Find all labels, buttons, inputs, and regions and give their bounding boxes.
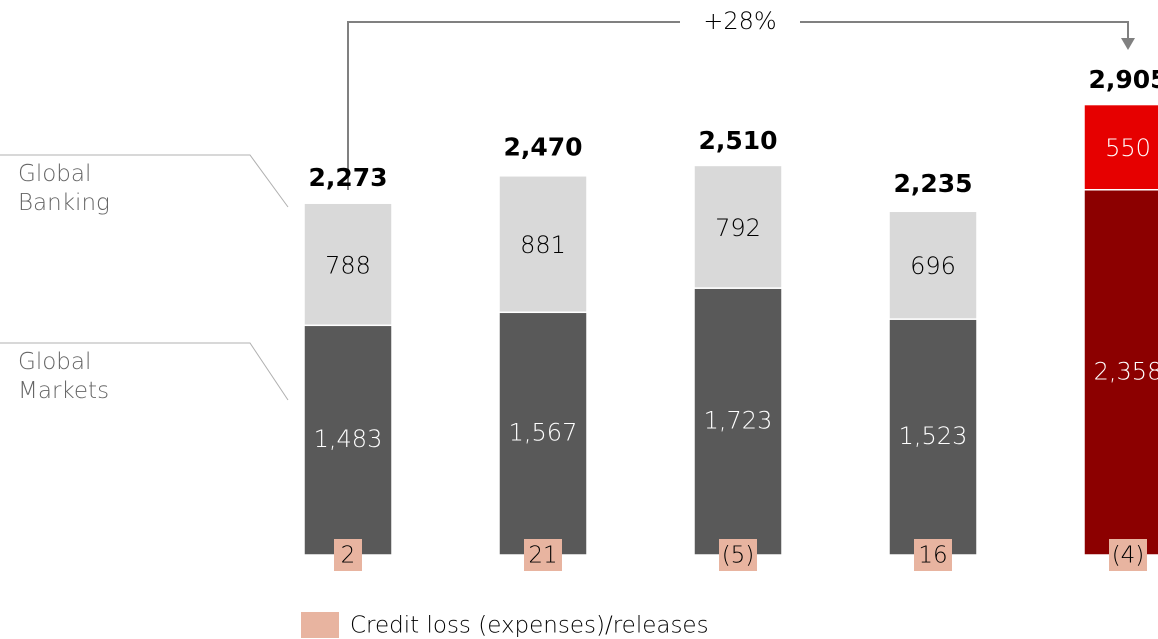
credit-loss-box xyxy=(334,539,362,571)
segment-label: 792 xyxy=(715,214,761,242)
credit-loss-box xyxy=(524,539,562,571)
banking-label: Global Banking xyxy=(18,161,110,216)
legend-label: Credit loss (expenses)/releases xyxy=(350,613,709,639)
bar-segment xyxy=(303,324,393,556)
segment-label: 1,523 xyxy=(899,422,968,450)
bracket-arrow xyxy=(1121,38,1135,50)
credit-loss-label: 21 xyxy=(528,543,557,569)
segment-label: 788 xyxy=(325,251,371,279)
credit-loss-label: (5) xyxy=(722,543,755,569)
bar-segment xyxy=(1083,103,1158,191)
bracket-left xyxy=(347,21,680,190)
segment-label: 881 xyxy=(520,231,566,259)
credit-loss-label: 2 xyxy=(341,543,356,569)
total-label: 2,470 xyxy=(503,132,582,161)
total-label: 2,510 xyxy=(698,126,777,155)
bar-segment xyxy=(693,164,783,289)
segment-label: 1,567 xyxy=(509,419,578,447)
total-label: 2,905 xyxy=(1088,65,1158,94)
bar-segment xyxy=(303,202,393,327)
credit-loss-label: (4) xyxy=(1112,543,1145,569)
segment-label: 696 xyxy=(910,252,956,280)
credit-loss-label: 16 xyxy=(918,543,947,569)
total-label: 2,235 xyxy=(893,169,972,198)
total-label: 2,273 xyxy=(308,163,387,192)
banking-leader xyxy=(0,154,289,208)
credit-loss-box xyxy=(914,539,952,571)
bar-segment xyxy=(1083,188,1158,556)
bar-segment xyxy=(498,175,588,314)
growth-annotation: +28% xyxy=(703,7,776,35)
bracket-right xyxy=(800,21,1129,40)
legend-swatch xyxy=(301,612,339,638)
segment-label: 550 xyxy=(1105,134,1151,162)
bar-segment xyxy=(693,287,783,556)
credit-loss-box xyxy=(719,539,757,571)
markets-leader xyxy=(0,342,289,401)
segment-label: 1,723 xyxy=(704,407,773,435)
segment-label: 2,358 xyxy=(1094,357,1158,385)
bar-segment xyxy=(888,210,978,320)
markets-label: Global Markets xyxy=(18,349,110,404)
credit-loss-box xyxy=(1109,539,1147,571)
segment-label: 1,483 xyxy=(314,425,383,453)
